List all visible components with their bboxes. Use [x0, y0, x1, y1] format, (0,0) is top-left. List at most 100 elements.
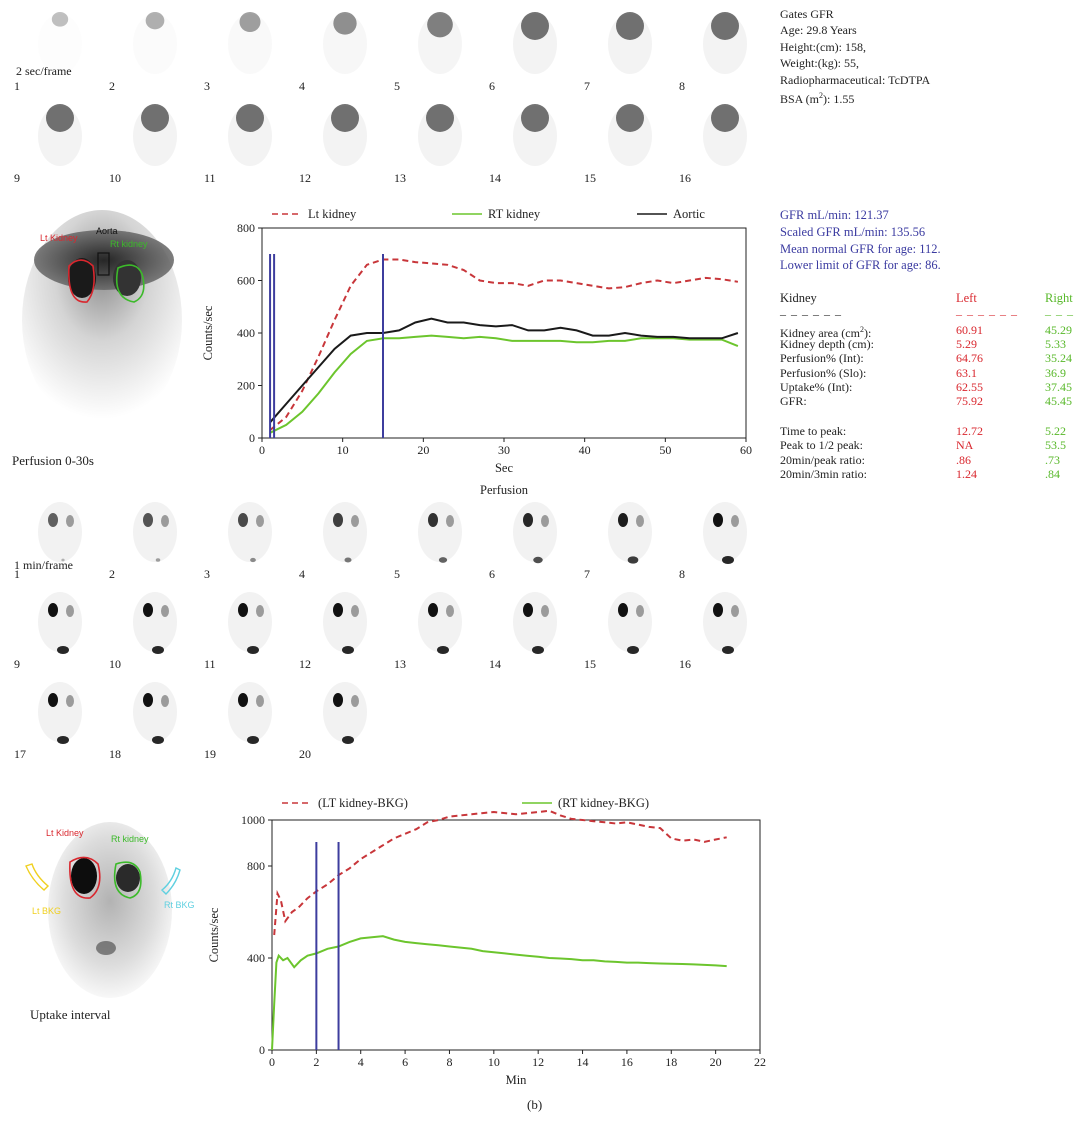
scan-frame — [410, 586, 470, 658]
rt-kidney-roi — [115, 264, 145, 303]
scan-frame — [125, 676, 185, 748]
scan-frame-image — [323, 592, 367, 654]
row-label: Perfusion% (Slo): — [780, 365, 867, 380]
frame-number: 7 — [584, 79, 590, 93]
row-right-value: 35.24 — [1045, 351, 1072, 366]
row-label: GFR: — [780, 393, 807, 408]
x-tick-label: 14 — [577, 1055, 589, 1069]
frame-number: 6 — [489, 567, 495, 581]
frame-number: 16 — [679, 171, 691, 185]
x-tick-label: 4 — [358, 1055, 364, 1069]
frame-number: 11 — [204, 657, 216, 671]
scan-frame-image — [228, 502, 272, 563]
scan-frame — [315, 496, 375, 568]
scan-frame — [220, 676, 280, 748]
frame-number: 20 — [299, 747, 311, 761]
scan-frame — [125, 496, 185, 568]
x-tick-label: 40 — [579, 443, 591, 457]
gfr-value: GFR mL/min: 121.37 — [780, 208, 889, 222]
lt-bkg-label: Lt BKG — [32, 906, 61, 916]
y-axis-label: Counts/sec — [201, 305, 215, 360]
scan-frame — [600, 8, 660, 80]
rt-kidney-label: Rt kidney — [111, 834, 149, 844]
row-label: Uptake% (Int): — [780, 379, 853, 394]
series-line — [273, 809, 727, 936]
scan-frame — [125, 8, 185, 80]
x-axis-label: Min — [506, 1073, 528, 1087]
scan-frame — [30, 676, 90, 748]
scan-frame-image — [38, 682, 82, 744]
frame-number: 2 — [109, 79, 115, 93]
frame-number: 4 — [299, 79, 305, 93]
row-right-value: 36.9 — [1045, 365, 1066, 380]
y-tick-label: 200 — [237, 379, 255, 393]
scan-frame — [505, 8, 565, 80]
rt-bkg-label: Rt BKG — [164, 900, 195, 910]
lt-kidney-roi — [69, 856, 101, 899]
frame-number: 2 — [109, 567, 115, 581]
uptake-roi-svg: Lt Kidney Rt kidney Lt BKG Rt BKG — [25, 822, 195, 998]
scan-frame — [695, 586, 755, 658]
perfusion-roi-svg: Lt Kidney Aorta Rt kidney — [22, 210, 182, 430]
frame-number: 4 — [299, 567, 305, 581]
scan-frame — [30, 586, 90, 658]
frame-number: 1 — [14, 567, 20, 581]
header-kidney: Kidney — [780, 291, 817, 305]
legend-entry: Lt kidney — [308, 207, 357, 221]
frame-number: 12 — [299, 657, 311, 671]
scan-frame-image — [323, 104, 367, 166]
row-right-value: 5.33 — [1045, 337, 1066, 352]
x-tick-label: 18 — [665, 1055, 677, 1069]
scan-frame-image — [38, 12, 82, 74]
series-line — [269, 334, 739, 434]
uptake-roi-image: Lt Kidney Rt kidney Lt BKG Rt BKG — [10, 820, 210, 1000]
y-tick-label: 0 — [249, 431, 255, 445]
scan-frame-image — [418, 104, 462, 166]
frame-number: 13 — [394, 657, 406, 671]
x-tick-label: 10 — [337, 443, 349, 457]
bladder-uptake — [96, 941, 116, 955]
dashes-kidney: – – – – – – — [780, 307, 842, 321]
left-kidney-uptake — [68, 258, 96, 298]
frame-number: 3 — [204, 79, 210, 93]
frame-number: 14 — [489, 171, 501, 185]
frame-number: 12 — [299, 171, 311, 185]
x-tick-label: 10 — [488, 1055, 500, 1069]
scan-frame-image — [418, 502, 462, 563]
frame-number: 1 — [14, 79, 20, 93]
row-left-value: 75.92 — [956, 393, 983, 408]
frame-number: 7 — [584, 567, 590, 581]
perfusion-caption: Perfusion 0-30s — [12, 453, 94, 468]
scan-frame — [220, 496, 280, 568]
x-tick-label: 8 — [446, 1055, 452, 1069]
x-tick-label: 0 — [269, 1055, 275, 1069]
y-tick-label: 400 — [237, 326, 255, 340]
y-tick-label: 800 — [237, 221, 255, 235]
row-right-value: .84 — [1045, 466, 1060, 481]
legend-entry: (RT kidney-BKG) — [558, 796, 649, 810]
y-tick-label: 400 — [247, 951, 265, 965]
scan-frame-image — [228, 682, 272, 744]
frame-number: 6 — [489, 79, 495, 93]
rt-kidney-label: Rt kidney — [110, 239, 148, 249]
rt-bkg-roi — [160, 866, 181, 895]
x-tick-label: 30 — [498, 443, 510, 457]
patient-height: Height:(cm): 158, — [780, 39, 866, 54]
header-left: Left — [956, 291, 977, 305]
right-kidney-uptake — [116, 864, 140, 892]
scan-frame — [315, 100, 375, 172]
scan-frame-image — [703, 12, 747, 74]
chart-title: Perfusion — [480, 483, 529, 496]
legend-entry: RT kidney — [488, 207, 541, 221]
scan-frame-image — [323, 682, 367, 744]
scan-frame — [600, 496, 660, 568]
scan-frame-image — [418, 11, 462, 74]
frame-number: 17 — [14, 747, 26, 761]
x-tick-label: 2 — [313, 1055, 319, 1069]
row-left-value: 12.72 — [956, 424, 983, 439]
row-right-value: .73 — [1045, 452, 1060, 467]
scan-frame — [220, 8, 280, 80]
frame-number: 18 — [109, 747, 121, 761]
scan-frame — [30, 496, 90, 568]
